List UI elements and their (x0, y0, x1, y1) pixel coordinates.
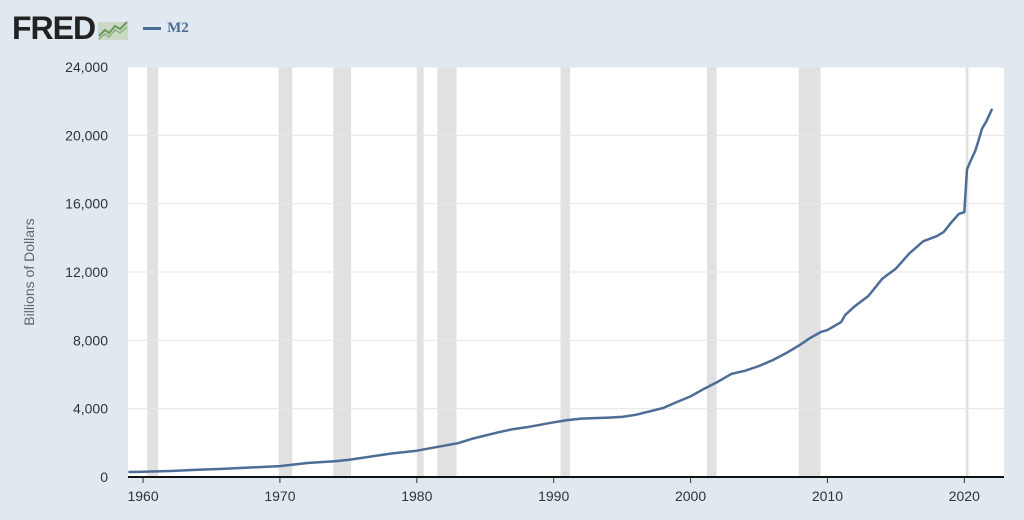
series-line-0[interactable] (128, 108, 993, 474)
x-tick-label: 1960 (127, 488, 158, 504)
y-tick-label: 16,000 (65, 196, 108, 212)
x-tick-label: 2010 (812, 488, 843, 504)
x-tick-label: 2000 (675, 488, 706, 504)
fred-header: FRED M2 (12, 8, 189, 48)
y-tick-label: 8,000 (73, 332, 108, 348)
x-tick-label: 2020 (949, 488, 980, 504)
y-axis-title: Billions of Dollars (21, 218, 37, 325)
y-tick-label: 0 (100, 469, 108, 485)
fred-logo[interactable]: FRED (12, 10, 96, 46)
fred-graph-icon (98, 21, 129, 40)
legend[interactable]: M2 (143, 20, 189, 37)
legend-label: M2 (167, 19, 189, 36)
y-tick-label: 12,000 (65, 264, 108, 280)
y-tick-label: 4,000 (73, 401, 108, 417)
x-tick-label: 1970 (264, 488, 295, 504)
x-tick-label: 1990 (538, 488, 569, 504)
y-tick-label: 20,000 (65, 127, 108, 143)
legend-swatch (143, 26, 162, 30)
y-tick-label: 24,000 (65, 59, 108, 75)
x-tick-label: 1980 (401, 488, 432, 504)
